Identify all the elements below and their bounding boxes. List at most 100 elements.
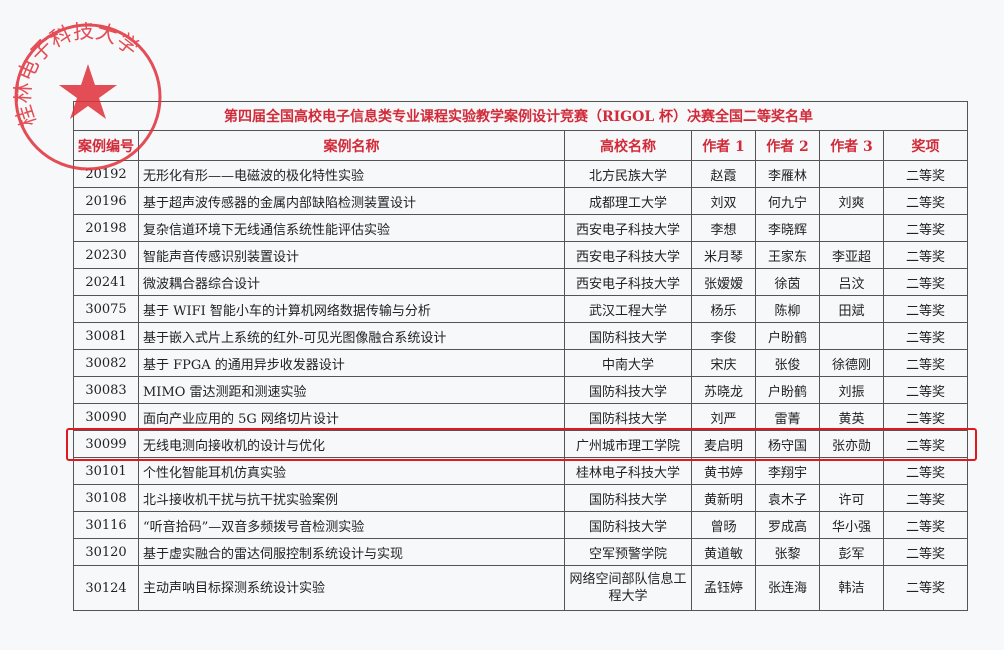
author-1: 米月琴 xyxy=(691,241,756,269)
column-header: 作者 2 xyxy=(755,130,820,161)
author-3: 许可 xyxy=(819,484,884,512)
award: 二等奖 xyxy=(882,403,969,431)
case-name: 微波耦合器综合设计 xyxy=(138,268,565,296)
award: 二等奖 xyxy=(882,268,969,296)
author-3 xyxy=(819,322,884,350)
table-row: 30083 MIMO 雷达测距和测速实验 国防科技大学 苏晓龙 户盼鹤 刘振 二等奖 xyxy=(73,376,969,404)
case-id: 30090 xyxy=(73,403,139,431)
university: 国防科技大学 xyxy=(564,403,692,431)
university: 国防科技大学 xyxy=(564,376,692,404)
award: 二等奖 xyxy=(882,376,969,404)
author-3: 李亚超 xyxy=(819,241,884,269)
author-2: 何九宁 xyxy=(755,187,820,215)
award: 二等奖 xyxy=(882,349,969,377)
case-name: “听音拾码”—双音多频拨号音检测实验 xyxy=(138,511,565,539)
table-row: 20230 智能声音传感识别装置设计 西安电子科技大学 米月琴 王家东 李亚超 二等奖 xyxy=(73,241,969,269)
case-id: 30081 xyxy=(73,322,139,350)
table-row: 30082 基于 FPGA 的通用异步收发器设计 中南大学 宋庆 张俊 徐德刚 二等奖 xyxy=(73,349,969,377)
table-row: 30101 个性化智能耳机仿真实验 桂林电子科技大学 黄书婷 李翔宇 二等奖 xyxy=(73,457,969,485)
table-row: 30099 无线电测向接收机的设计与优化 广州城市理工学院 麦启明 杨守国 张亦勋 二等奖 xyxy=(73,430,969,458)
table-row: 20198 复杂信道环境下无线通信系统性能评估实验 西安电子科技大学 李想 李晓辉 二等奖 xyxy=(73,214,969,242)
university: 中南大学 xyxy=(564,349,692,377)
award: 二等奖 xyxy=(882,214,969,242)
university: 武汉工程大学 xyxy=(564,295,692,323)
author-1: 孟钰婷 xyxy=(691,565,756,611)
author-2: 雷菁 xyxy=(755,403,820,431)
university: 网络空间部队信息工程大学 xyxy=(564,565,692,611)
author-1: 黄道敏 xyxy=(691,538,756,566)
author-2: 户盼鹤 xyxy=(755,322,820,350)
award: 二等奖 xyxy=(882,160,969,188)
table-row: 30120 基于虚实融合的雷达伺服控制系统设计与实现 空军预警学院 黄道敏 张黎 彭军 二等… xyxy=(73,538,969,566)
case-name: 北斗接收机干扰与抗干扰实验案例 xyxy=(138,484,565,512)
author-2: 张俊 xyxy=(755,349,820,377)
case-id: 20198 xyxy=(73,214,139,242)
author-3: 韩洁 xyxy=(819,565,884,611)
table-row: 20196 基于超声波传感器的金属内部缺陷检测装置设计 成都理工大学 刘双 何九宁 刘爽二… xyxy=(73,187,969,215)
case-name: 基于嵌入式片上系统的红外-可见光图像融合系统设计 xyxy=(138,322,565,350)
university: 国防科技大学 xyxy=(564,322,692,350)
case-name: 基于虚实融合的雷达伺服控制系统设计与实现 xyxy=(138,538,565,566)
author-1: 曾旸 xyxy=(691,511,756,539)
university: 成都理工大学 xyxy=(564,187,692,215)
award: 二等奖 xyxy=(882,430,969,458)
author-2: 张连海 xyxy=(755,565,820,611)
author-2: 李雁林 xyxy=(755,160,820,188)
university: 空军预警学院 xyxy=(564,538,692,566)
author-3: 彭军 xyxy=(819,538,884,566)
award: 二等奖 xyxy=(882,295,969,323)
author-3: 华小强 xyxy=(819,511,884,539)
case-id: 30075 xyxy=(73,295,139,323)
university: 西安电子科技大学 xyxy=(564,214,692,242)
author-1: 李想 xyxy=(691,214,756,242)
author-2: 徐茵 xyxy=(755,268,820,296)
award-table: 第四届全国高校电子信息类专业课程实验教学案例设计竞赛（RIGOL 杯）决赛全国二… xyxy=(72,101,969,611)
case-id: 20192 xyxy=(73,160,139,188)
university: 北方民族大学 xyxy=(564,160,692,188)
author-3: 刘振 xyxy=(819,376,884,404)
author-2: 陈柳 xyxy=(755,295,820,323)
case-name: 面向产业应用的 5G 网络切片设计 xyxy=(138,403,565,431)
award: 二等奖 xyxy=(882,187,969,215)
author-1: 张嫒嫒 xyxy=(691,268,756,296)
author-1: 刘严 xyxy=(691,403,756,431)
table-row: 30075 基于 WIFI 智能小车的计算机网络数据传输与分析 武汉工程大学 杨乐 陈柳… xyxy=(73,295,969,323)
column-header: 作者 1 xyxy=(691,130,756,161)
university: 桂林电子科技大学 xyxy=(564,457,692,485)
award: 二等奖 xyxy=(882,241,969,269)
table-row: 20241 微波耦合器综合设计 西安电子科技大学 张嫒嫒 徐茵 吕汶 二等奖 xyxy=(73,268,969,296)
table-row: 30090 面向产业应用的 5G 网络切片设计 国防科技大学 刘严 雷菁 黄英 二等奖 xyxy=(73,403,969,431)
case-name: 复杂信道环境下无线通信系统性能评估实验 xyxy=(138,214,565,242)
author-3: 田斌 xyxy=(819,295,884,323)
table-row: 20192 无形化有形——电磁波的极化特性实验 北方民族大学 赵霞 李雁林 二等奖 xyxy=(73,160,969,188)
case-id: 30099 xyxy=(73,430,139,458)
author-2: 罗成高 xyxy=(755,511,820,539)
case-id: 20241 xyxy=(73,268,139,296)
university: 广州城市理工学院 xyxy=(564,430,692,458)
author-1: 麦启明 xyxy=(691,430,756,458)
case-name: 基于 WIFI 智能小车的计算机网络数据传输与分析 xyxy=(138,295,565,323)
column-header: 案例名称 xyxy=(138,130,565,161)
table-row: 30108 北斗接收机干扰与抗干扰实验案例 国防科技大学 黄新明 袁木子 许可 二等奖 xyxy=(73,484,969,512)
case-id: 30124 xyxy=(73,565,139,611)
case-name: 主动声呐目标探测系统设计实验 xyxy=(138,565,565,611)
author-2: 王家东 xyxy=(755,241,820,269)
case-name: 个性化智能耳机仿真实验 xyxy=(138,457,565,485)
author-1: 杨乐 xyxy=(691,295,756,323)
table-row: 30116 “听音拾码”—双音多频拨号音检测实验 国防科技大学 曾旸 罗成高 华小强 二等奖 xyxy=(73,511,969,539)
author-1: 刘双 xyxy=(691,187,756,215)
case-id: 20196 xyxy=(73,187,139,215)
author-2: 杨守国 xyxy=(755,430,820,458)
case-name: 无形化有形——电磁波的极化特性实验 xyxy=(138,160,565,188)
university: 西安电子科技大学 xyxy=(564,241,692,269)
award: 二等奖 xyxy=(882,511,969,539)
author-3: 吕汶 xyxy=(819,268,884,296)
author-1: 黄书婷 xyxy=(691,457,756,485)
column-header: 高校名称 xyxy=(564,130,692,161)
case-name: 基于 FPGA 的通用异步收发器设计 xyxy=(138,349,565,377)
case-id: 30120 xyxy=(73,538,139,566)
author-1: 黄新明 xyxy=(691,484,756,512)
author-3 xyxy=(819,214,884,242)
author-3 xyxy=(819,160,884,188)
case-name: 基于超声波传感器的金属内部缺陷检测装置设计 xyxy=(138,187,565,215)
